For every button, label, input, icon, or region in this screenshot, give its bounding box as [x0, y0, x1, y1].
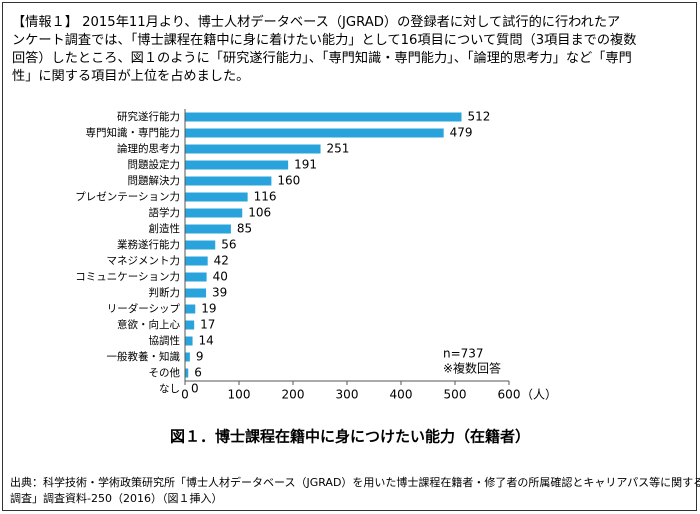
category-label: その他	[149, 366, 181, 379]
value-label: 40	[213, 270, 228, 284]
bar	[185, 256, 208, 266]
category-label: 業務遂行能力	[117, 238, 180, 251]
value-label: 512	[467, 110, 490, 124]
bar	[185, 288, 207, 298]
bar	[185, 240, 216, 250]
source-line: 出典：科学技術・学術政策研究所「博士人材データベース（JGRAD）を用いた博士課…	[10, 475, 700, 489]
category-label: 判断力	[149, 286, 181, 299]
bar	[185, 304, 196, 314]
bar	[185, 192, 248, 202]
category-label: 問題設定力	[128, 158, 181, 171]
bar	[185, 112, 462, 122]
category-label: 問題解決力	[128, 174, 181, 187]
bar	[185, 176, 272, 186]
x-tick-label: 200	[282, 388, 305, 402]
x-tick-label: 100	[228, 388, 251, 402]
bar	[185, 368, 189, 378]
bar	[185, 144, 321, 154]
intro-line: 【情報１】 2015年11月より、博士人材データベース（JGRAD）の登録者に対…	[12, 13, 620, 30]
bar	[185, 224, 231, 234]
intro-line: 回答）したところ、図１のように「研究遂行能力」、「専門知識・専門能力」、「論理的…	[12, 49, 632, 66]
category-label: マネジメント力	[107, 254, 181, 267]
value-label: 191	[294, 158, 317, 172]
source-line: 調査」調査資料-250（2016）（図１挿入）	[10, 491, 222, 505]
x-axis-label: （人）	[521, 388, 557, 402]
bar	[185, 272, 207, 282]
value-label: 251	[327, 142, 350, 156]
x-tick-label: 300	[336, 388, 359, 402]
bar	[185, 336, 193, 346]
intro-line: 性」に関する項目が上位を占めました。	[12, 68, 249, 84]
x-tick-label: 0	[181, 388, 189, 402]
value-label: 42	[214, 254, 229, 268]
value-label: 39	[212, 286, 227, 300]
category-label: 論理的思考力	[117, 142, 180, 155]
category-label: 研究遂行能力	[117, 110, 180, 123]
annotation: n=737	[443, 347, 484, 361]
x-tick-label: 600	[498, 388, 521, 402]
value-label: 116	[254, 190, 277, 204]
value-label: 160	[277, 174, 300, 188]
value-label: 106	[248, 206, 271, 220]
value-label: 14	[199, 334, 214, 348]
value-label: 9	[196, 350, 204, 364]
category-label: なし	[159, 383, 180, 395]
category-label: 語学力	[149, 206, 181, 219]
annotation: ※複数回答	[443, 361, 501, 376]
value-label: 85	[237, 222, 252, 236]
value-label: 6	[194, 366, 202, 380]
bar	[185, 208, 243, 218]
category-label: 協調性	[149, 334, 181, 347]
category-label: 意欲・向上心	[117, 318, 180, 331]
category-label: 創造性	[149, 222, 181, 235]
value-label: 479	[450, 126, 473, 140]
category-label: コミュニケーション力	[75, 270, 180, 283]
bar	[185, 352, 190, 362]
x-tick-label: 500	[444, 388, 467, 402]
x-tick-label: 400	[390, 388, 413, 402]
intro-line: ンケート調査では、「博士課程在籍中に身に着けたい能力」として16項目について質問…	[12, 31, 636, 48]
value-label: 17	[200, 318, 215, 332]
chart-caption: 図１．博士課程在籍中に身につけたい能力（在籍者）	[170, 428, 530, 446]
value-label: 19	[201, 302, 216, 316]
category-label: リーダーシップ	[107, 302, 181, 315]
value-label: 56	[221, 238, 236, 252]
category-label: 専門知識・専門能力	[86, 126, 181, 139]
bar	[185, 128, 444, 138]
bar	[185, 320, 195, 330]
bar	[185, 160, 289, 170]
value-label: 0	[191, 382, 199, 396]
category-label: プレゼンテーション力	[75, 190, 180, 203]
category-label: 一般教養・知識	[107, 350, 181, 363]
